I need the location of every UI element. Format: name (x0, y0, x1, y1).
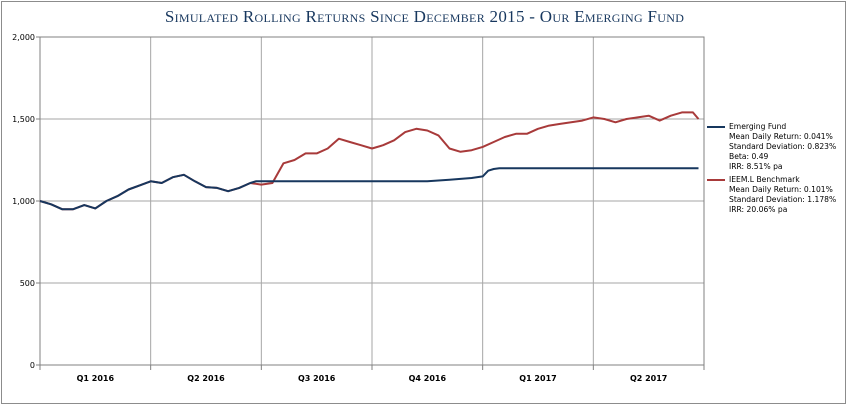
chart-title: Simulated Rolling Returns Since December… (164, 7, 685, 26)
label-layer: 0 500 1,000 1,500 2,000 Q1 2016 Q2 2016 Q3 2016… (12, 33, 667, 383)
legend-benchmark-stat: Standard Deviation: 1.178% (729, 195, 837, 204)
legend-benchmark-name: IEEM.L Benchmark (729, 175, 800, 184)
legend-fund-stat: Mean Daily Return: 0.041% (729, 132, 833, 141)
x-tick-label: Q4 2016 (409, 374, 447, 383)
y-tick-label: 1,500 (12, 115, 35, 124)
x-tick-label: Q2 2017 (630, 374, 667, 383)
series-layer (39, 111, 700, 211)
x-tick-label: Q2 2016 (187, 374, 225, 383)
y-tick-label: 0 (30, 361, 35, 370)
legend-benchmark-stat: IRR: 20.06% pa (729, 205, 788, 214)
legend-fund-stat: Beta: 0.49 (729, 152, 769, 161)
axis-layer (36, 36, 705, 370)
grid-layer (40, 36, 704, 365)
x-tick-label: Q3 2016 (298, 374, 336, 383)
legend-entry-fund: Emerging Fund (707, 122, 845, 132)
x-tick-label: Q1 2017 (519, 374, 556, 383)
legend-swatch-benchmark (707, 179, 725, 181)
legend: Emerging Fund Mean Daily Return: 0.041% … (707, 122, 845, 215)
series-line-emerging-fund (39, 167, 699, 211)
y-tick-label: 1,000 (12, 197, 35, 206)
legend-fund-stat: Standard Deviation: 0.823% (729, 142, 837, 151)
legend-swatch-fund (707, 126, 725, 128)
series-line-benchmark (39, 111, 700, 211)
legend-benchmark-stat: Mean Daily Return: 0.101% (729, 185, 833, 194)
y-tick-label: 500 (20, 279, 35, 288)
legend-entry-benchmark: IEEM.L Benchmark (707, 175, 845, 185)
legend-fund-name: Emerging Fund (729, 122, 787, 131)
y-tick-label: 2,000 (12, 33, 35, 42)
legend-fund-stat: IRR: 8.51% pa (729, 162, 783, 171)
x-tick-label: Q1 2016 (77, 374, 115, 383)
